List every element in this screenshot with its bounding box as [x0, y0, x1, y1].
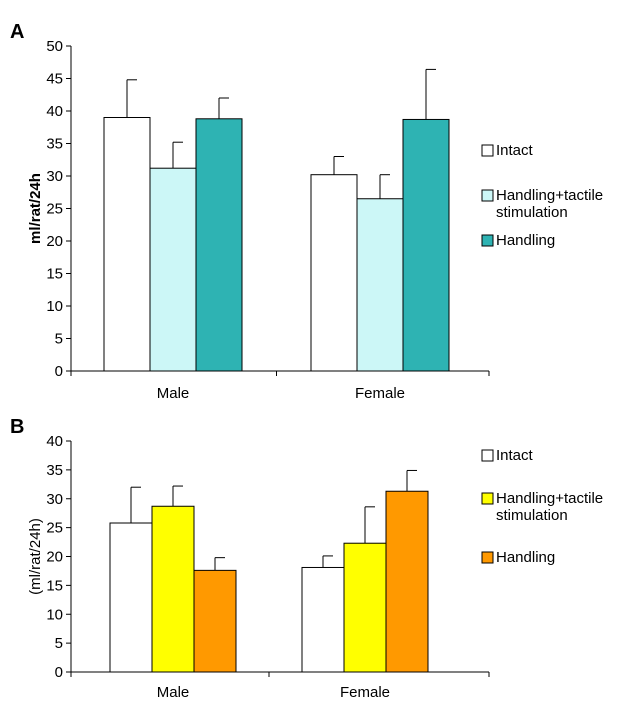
y-tick-label: 0 [55, 363, 63, 380]
panel-label: A [10, 21, 24, 43]
y-tick-label: 0 [55, 664, 63, 681]
bar [301, 566, 345, 673]
chart-panel-a: A 0 5 10 15 20 25 30 35 40 45 50 ml/rat/24h Male Femal… [10, 21, 603, 402]
bar [193, 569, 237, 673]
x-category-label: Female [340, 684, 390, 701]
y-tick-label: 20 [46, 233, 63, 250]
x-category-label: Male [157, 684, 190, 701]
legend-label: Handling+tactile stimulation [496, 187, 603, 221]
y-tick-label: 10 [46, 298, 63, 315]
y-tick-label: 35 [46, 136, 63, 153]
legend-label: Intact [496, 447, 534, 464]
bar [385, 490, 429, 673]
y-tick-label: 15 [46, 266, 63, 283]
y-tick-label: 45 [46, 71, 63, 88]
legend-swatch [481, 449, 494, 462]
y-tick-label: 35 [46, 462, 63, 479]
bar [149, 167, 197, 372]
y-axis-label: ml/rat/24h [27, 173, 44, 244]
legend-swatch [481, 144, 494, 157]
y-tick-label: 40 [46, 433, 63, 450]
y-tick-label: 10 [46, 606, 63, 623]
bar [310, 174, 358, 372]
y-tick-label: 25 [46, 201, 63, 218]
legend-label: Handling+tactile stimulation [496, 490, 603, 524]
y-axis-label: (ml/rat/24h) [27, 518, 44, 595]
legend-label: Intact [496, 142, 534, 159]
bar [343, 542, 387, 673]
y-tick-label: 30 [46, 168, 63, 185]
bar [195, 118, 243, 372]
x-category-label: Female [355, 385, 405, 402]
legend-label: Handling [496, 232, 555, 249]
legend-swatch [481, 234, 494, 247]
bar [109, 522, 153, 673]
y-tick-label: 15 [46, 577, 63, 594]
y-tick-label: 20 [46, 549, 63, 566]
y-tick-label: 25 [46, 520, 63, 537]
y-tick-label: 30 [46, 491, 63, 508]
x-category-label: Male [157, 385, 190, 402]
legend-swatch [481, 551, 494, 564]
bar [151, 505, 195, 673]
legend-label: Handling [496, 549, 555, 566]
y-tick-label: 50 [46, 38, 63, 55]
y-tick-label: 5 [55, 635, 63, 652]
bar [402, 118, 450, 372]
panel-label: B [10, 416, 24, 438]
legend-swatch [481, 492, 494, 505]
chart-panel-b: B 0 5 10 15 20 25 30 35 40 (ml/rat/24h) Male Female I… [10, 416, 603, 701]
bar [356, 198, 404, 372]
legend-swatch [481, 189, 494, 202]
y-tick-label: 5 [55, 331, 63, 348]
y-tick-label: 40 [46, 103, 63, 120]
bar [103, 117, 151, 372]
